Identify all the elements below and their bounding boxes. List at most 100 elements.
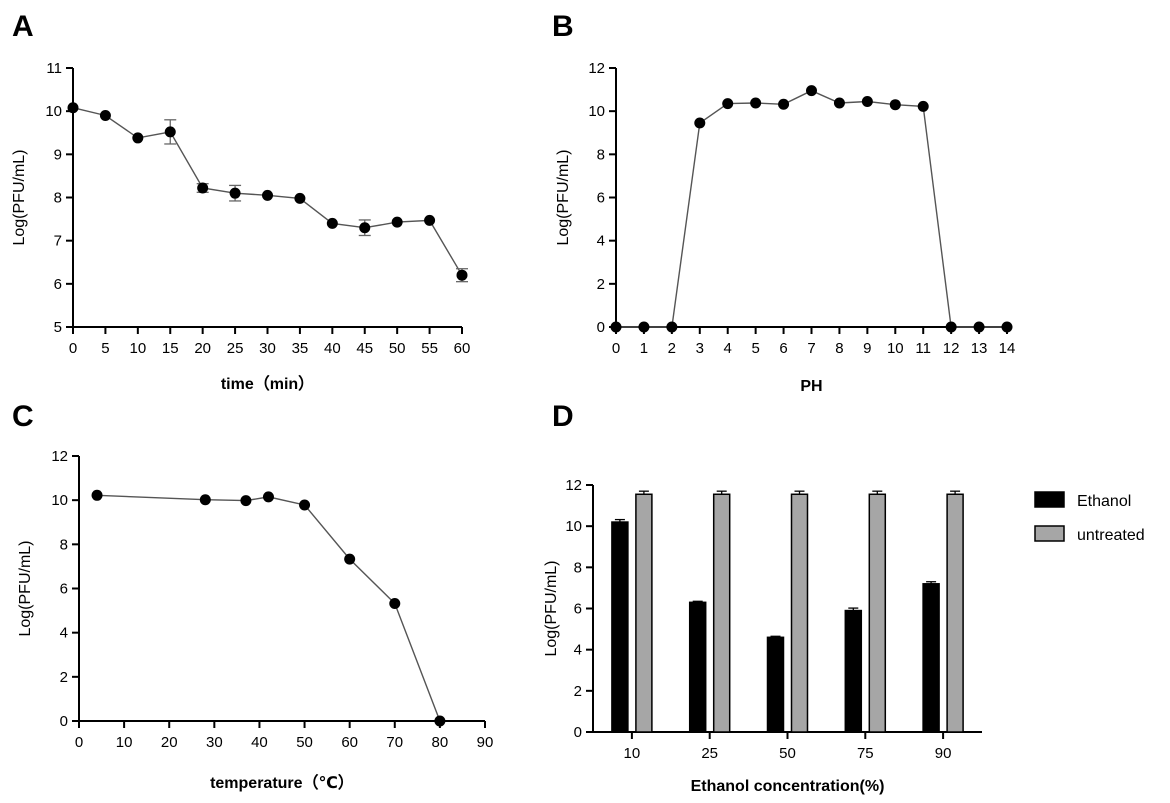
legend-swatch [1034,491,1065,508]
data-point [132,132,144,144]
x-axis-label: Ethanol concentration(%) [691,778,885,795]
data-point [610,321,622,333]
x-tick-label: 0 [612,340,620,357]
x-tick-label: 13 [971,340,988,357]
x-axis-label: PH [800,378,822,395]
data-point [861,95,873,107]
bar [635,493,653,733]
x-tick-label: 10 [116,734,133,751]
bar [688,601,707,733]
data-point [778,98,790,110]
data-point [434,715,446,727]
x-tick-label: 3 [696,340,704,357]
x-tick-label: 10 [129,340,146,357]
panel-d: D 0 2 4 6 8 10 12 Log(PFU/mL) Ethanol concentrat… [543,400,1145,795]
data-point [806,85,817,97]
x-tick-label: 5 [751,340,759,357]
x-tick-label: 40 [324,340,341,357]
x-tick-label: 80 [432,734,449,751]
y-tick-label: 11 [46,60,62,77]
y-tick-label: 8 [574,559,582,576]
x-tick-label: 20 [161,734,178,751]
x-tick-label: 11 [915,340,931,357]
y-tick-label: 2 [597,276,605,293]
y-tick-label: 8 [60,536,68,553]
y-tick-label: 4 [574,642,582,659]
y-tick-label: 6 [54,276,62,293]
data-point [229,187,241,199]
x-tick-label: 14 [999,340,1016,357]
x-tick-label: 2 [668,340,676,357]
bar [611,521,629,733]
panel-letter-c: C [12,400,34,433]
data-point [456,269,468,281]
y-axis-label: Log(PFU/mL) [543,560,560,656]
panel-letter-b: B [552,10,574,43]
series-line [96,494,441,722]
y-tick-label: 6 [60,581,68,598]
data-point [294,192,306,204]
y-tick-label: 10 [45,103,62,120]
bar [766,636,785,733]
x-tick-label: 25 [227,340,244,357]
x-tick-label: 8 [835,340,843,357]
x-tick-label: 12 [943,340,960,357]
y-tick-label: 10 [51,492,68,509]
data-point [67,102,79,114]
y-tick-label: 8 [54,190,62,207]
data-point [299,499,311,511]
y-tick-label: 6 [597,190,605,207]
x-tick-label: 50 [389,340,406,357]
data-point [344,553,356,565]
data-point [262,491,274,503]
x-tick-label: 70 [386,734,403,751]
panel-letter-a: A [12,10,34,43]
legend-swatch [1034,525,1065,542]
x-tick-label: 55 [421,340,438,357]
x-tick-label: 7 [807,340,815,357]
bar [790,493,809,733]
x-tick-label: 6 [779,340,787,357]
data-point [240,495,252,507]
x-tick-label: 10 [624,745,641,762]
x-tick-label: 60 [341,734,358,751]
y-tick-label: 0 [597,319,605,336]
x-tick-label: 20 [194,340,211,357]
bar [946,493,964,733]
data-point [262,189,273,201]
y-tick-label: 9 [54,146,62,163]
data-point [359,222,371,234]
x-tick-label: 30 [259,340,276,357]
x-tick-label: 0 [75,734,83,751]
legend-label: Ethanol [1077,493,1131,510]
series-line [616,89,1007,328]
y-tick-label: 4 [597,233,605,250]
x-tick-label: 50 [779,745,796,762]
y-axis-label: Log(PFU/mL) [17,540,34,636]
y-tick-label: 0 [574,724,582,741]
bar [868,493,887,733]
y-tick-label: 7 [54,233,62,250]
x-tick-label: 75 [857,745,874,762]
y-tick-label: 12 [565,477,582,494]
x-tick-label: 10 [887,340,904,357]
data-point [99,109,111,121]
x-tick-label: 35 [292,340,309,357]
x-tick-label: 60 [454,340,471,357]
legend-label: untreated [1077,527,1145,544]
data-point [917,100,929,112]
x-axis-label: time（min） [221,375,314,393]
y-tick-label: 4 [60,625,68,642]
bar [922,583,940,733]
x-tick-label: 40 [251,734,268,751]
x-tick-label: 0 [69,340,77,357]
y-tick-label: 6 [574,601,582,618]
y-tick-label: 8 [597,146,605,163]
data-point [945,321,957,333]
data-point [391,216,403,228]
y-axis-label: Log(PFU/mL) [555,149,572,245]
y-tick-label: 12 [51,448,68,465]
